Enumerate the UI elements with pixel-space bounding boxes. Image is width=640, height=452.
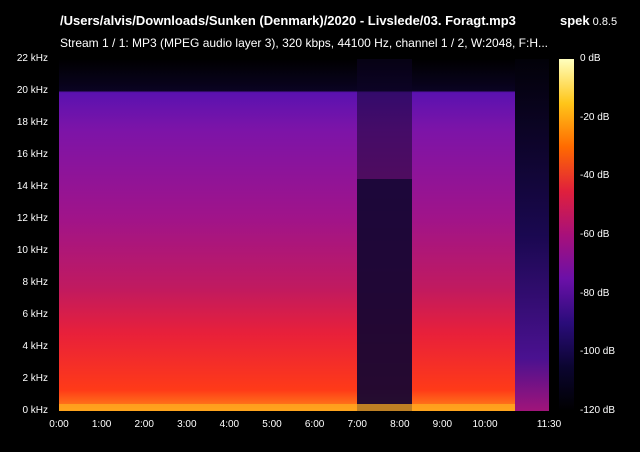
x-tick-label: 3:00 <box>177 419 197 430</box>
x-tick-label: 10:00 <box>472 419 498 430</box>
y-tick-label: 18 kHz <box>16 117 48 128</box>
spectrogram-plot[interactable] <box>59 59 549 411</box>
y-tick-label: 8 kHz <box>22 277 48 288</box>
x-tick-label: 11:30 <box>536 419 562 430</box>
db-colorbar <box>559 59 574 411</box>
x-tick-label: 6:00 <box>304 419 325 430</box>
db-tick-label: -60 dB <box>580 229 610 240</box>
y-tick-label: 14 kHz <box>16 181 48 192</box>
db-tick-label: -80 dB <box>580 287 610 299</box>
db-tick-label: -120 dB <box>580 405 616 416</box>
x-tick-label: 9:00 <box>432 419 453 430</box>
x-tick-label: 7:00 <box>347 419 367 430</box>
y-tick-label: 2 kHz <box>22 373 48 384</box>
x-tick-label: 2:00 <box>134 419 154 430</box>
file-title: /Users/alvis/Downloads/Sunken (Denmark)/… <box>60 13 516 28</box>
y-tick-label: 20 kHz <box>16 85 48 96</box>
y-tick-label: 4 kHz <box>22 341 48 352</box>
y-tick-label: 22 kHz <box>16 53 48 64</box>
spectrogram-canvas <box>59 59 549 411</box>
y-tick-label: 10 kHz <box>16 245 48 256</box>
db-tick-label: -20 dB <box>580 111 610 123</box>
y-tick-label: 12 kHz <box>16 213 48 224</box>
x-tick-label: 0:00 <box>49 419 69 430</box>
y-tick-label: 16 kHz <box>16 149 48 160</box>
app-name: spek <box>560 13 590 28</box>
x-tick-label: 8:00 <box>390 419 410 430</box>
db-tick-label: -40 dB <box>580 170 610 182</box>
x-tick-label: 4:00 <box>219 419 240 430</box>
db-tick-label: 0 dB <box>580 53 601 64</box>
stream-info: Stream 1 / 1: MP3 (MPEG audio layer 3), … <box>60 36 549 50</box>
x-tick-label: 5:00 <box>262 419 282 430</box>
app-brand: spek 0.8.5 <box>560 13 617 28</box>
y-tick-label: 0 kHz <box>22 405 48 416</box>
y-tick-label: 6 kHz <box>22 309 48 320</box>
app-version: 0.8.5 <box>592 16 618 28</box>
x-tick-label: 1:00 <box>91 419 112 430</box>
db-tick-label: -100 dB <box>580 346 616 358</box>
